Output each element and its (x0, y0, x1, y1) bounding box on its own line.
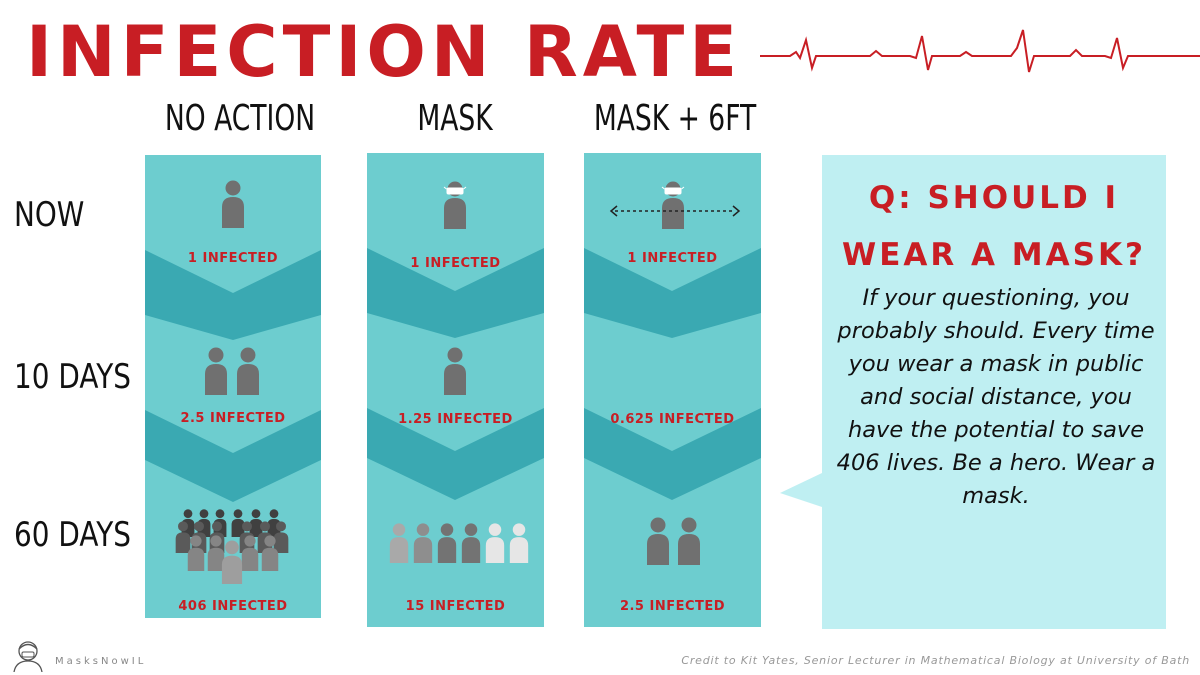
row-label-now: NOW (14, 195, 85, 235)
panel-mask-6ft: 1 INFECTED 0.625 INFECTED 2.5 INFECTED (584, 153, 761, 627)
credit-text: Credit to Kit Yates, Senior Lecturer in … (681, 654, 1190, 667)
infected-count-now: 1 INFECTED (410, 256, 501, 271)
page-title: INFECTION RATE (26, 11, 743, 93)
column-header-mask-6ft: MASK + 6FT (593, 98, 757, 139)
chevron-shape (584, 248, 761, 338)
masked-person-icon (443, 181, 467, 229)
person-icon (443, 347, 467, 395)
person-icon (236, 347, 260, 395)
column-header-mask: MASK (417, 98, 493, 139)
infected-count-now: 1 INFECTED (187, 251, 279, 266)
column-header-no-action: NO ACTION (164, 98, 316, 139)
group-icon (389, 523, 529, 563)
distance-arrow-icon (609, 205, 741, 217)
speech-bubble (780, 155, 1166, 629)
person-icon (677, 517, 701, 565)
chevron-shape (584, 408, 761, 500)
crowd-icon (175, 509, 289, 584)
avatar-logo-icon (13, 641, 43, 672)
callout-body: If your questioning, you probably should… (836, 285, 1156, 509)
infected-count-60-days: 15 INFECTED (405, 599, 506, 614)
panel-mask: 1 INFECTED 1.25 INFECTED 15 INFECTED (367, 153, 544, 627)
callout-question: Q: SHOULD I WEAR A MASK? (842, 180, 1146, 273)
chevron-shape (145, 410, 321, 502)
brand-name: MasksNowIL (55, 656, 147, 667)
chevron-shape (367, 408, 544, 500)
chevron-shape (367, 248, 544, 338)
infected-count-10-days: 0.625 INFECTED (610, 412, 735, 427)
infected-count-60-days: 2.5 INFECTED (619, 599, 726, 614)
infected-count-10-days: 1.25 INFECTED (398, 412, 513, 427)
person-icon (646, 517, 670, 565)
person-icon (221, 180, 245, 228)
panel-no-action: 1 INFECTED 2.5 INFECTED 406 INFECTED (145, 155, 321, 618)
chevron-shape (145, 250, 321, 340)
infected-count-10-days: 2.5 INFECTED (180, 411, 286, 426)
panel-background (584, 153, 761, 627)
row-label-10-days: 10 DAYS (14, 357, 131, 397)
heartbeat-line-icon (760, 29, 1200, 73)
infected-count-60-days: 406 INFECTED (178, 599, 288, 614)
row-label-60-days: 60 DAYS (14, 515, 131, 555)
person-icon (204, 347, 228, 395)
infected-count-now: 1 INFECTED (627, 251, 718, 266)
